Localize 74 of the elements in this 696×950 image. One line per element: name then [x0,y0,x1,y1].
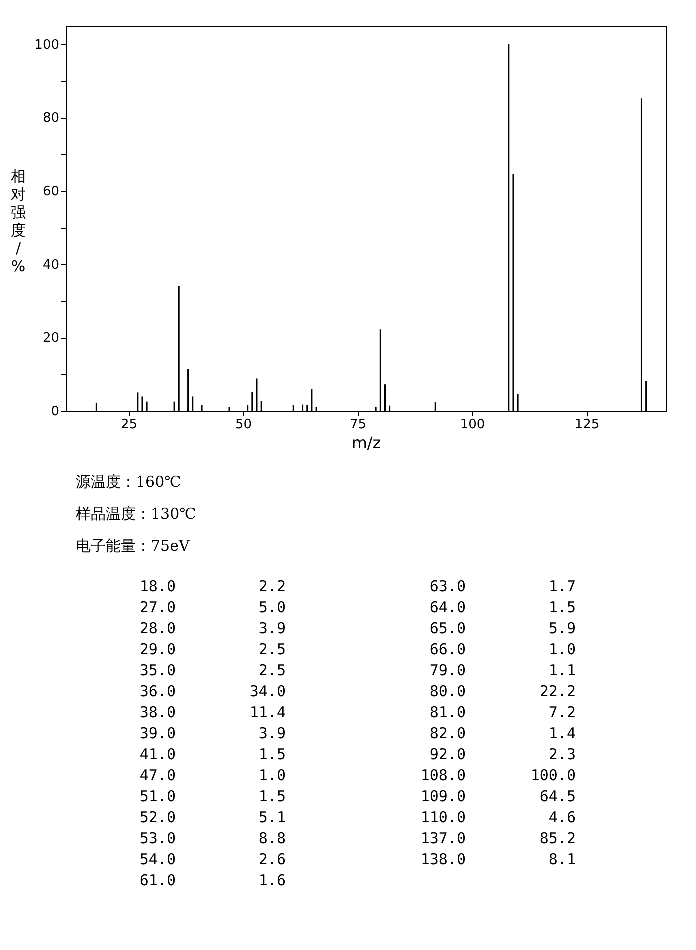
text: 11.4 [250,704,286,722]
text: 53.0 [140,830,176,848]
text: 1.5 [258,788,286,806]
text: 1.4 [548,724,576,742]
text: 1.5 [258,746,286,764]
y-tick-label: 60 [42,184,60,200]
text: 5.0 [258,598,286,616]
text: 92.0 [430,746,466,764]
text: 2.6 [258,850,286,868]
text: 35.0 [140,662,176,680]
text: 64.0 [430,598,466,616]
text: 4.6 [548,808,576,826]
text: 41.0 [140,746,176,764]
text: 1.0 [548,640,576,658]
y-tick-label: 40 [42,258,60,273]
text: 22.2 [540,682,576,700]
y-axis-title: 相对强度/% [11,168,26,276]
text: 2.5 [258,640,286,658]
y-tick-label: 80 [42,111,60,126]
text: 85.2 [540,830,576,848]
x-tick-label: 50 [235,418,252,432]
text: 80.0 [430,682,466,700]
text: 109.0 [420,788,466,806]
text: 2.3 [548,746,576,764]
text: 47.0 [140,766,176,784]
text: 51.0 [140,788,176,806]
y-tick-label: 0 [51,404,60,420]
text: 65.0 [430,620,466,638]
text: 38.0 [140,704,176,722]
text: 5.1 [258,808,286,826]
text: 64.5 [540,788,576,806]
x-tick-label: 25 [120,418,138,432]
text: 82.0 [430,724,466,742]
text: 100.0 [530,766,576,784]
text: 52.0 [140,808,176,826]
text: 137.0 [420,830,466,848]
text: 电子能量：75eV [76,537,191,555]
text: 18.0 [140,578,176,596]
text: 1.6 [258,872,286,890]
text: 3.9 [258,724,286,742]
text: 29.0 [140,640,176,658]
text: 1.7 [548,578,576,596]
x-tick-label: 75 [350,418,367,432]
text: 34.0 [250,682,286,700]
y-tick-label: 20 [42,331,60,346]
text: 7.2 [548,704,576,722]
text: 28.0 [140,620,176,638]
text: 110.0 [420,808,466,826]
text: 108.0 [420,766,466,784]
text: 3.9 [258,620,286,638]
y-tick-label: 100 [34,38,60,53]
text: 79.0 [430,662,466,680]
text: 1.0 [258,766,286,784]
text: 1.5 [548,598,576,616]
text: 2.2 [258,578,286,596]
text: 66.0 [430,640,466,658]
text: 138.0 [420,850,466,868]
text: 5.9 [548,620,576,638]
text: 源温度：160℃ [76,473,182,491]
text: 54.0 [140,850,176,868]
x-tick-label: 100 [460,418,486,432]
text: 2.5 [258,662,286,680]
text: 39.0 [140,724,176,742]
text: 样品温度：130℃ [76,505,196,523]
text: 1.1 [548,662,576,680]
text: 61.0 [140,872,176,890]
x-tick-label: 125 [574,418,600,432]
text: 81.0 [430,704,466,722]
text: 63.0 [430,578,466,596]
x-axis-title: m/z [352,434,382,452]
text: 36.0 [140,682,176,700]
text: 27.0 [140,598,176,616]
text: 8.1 [548,850,576,868]
text: 8.8 [258,830,286,848]
